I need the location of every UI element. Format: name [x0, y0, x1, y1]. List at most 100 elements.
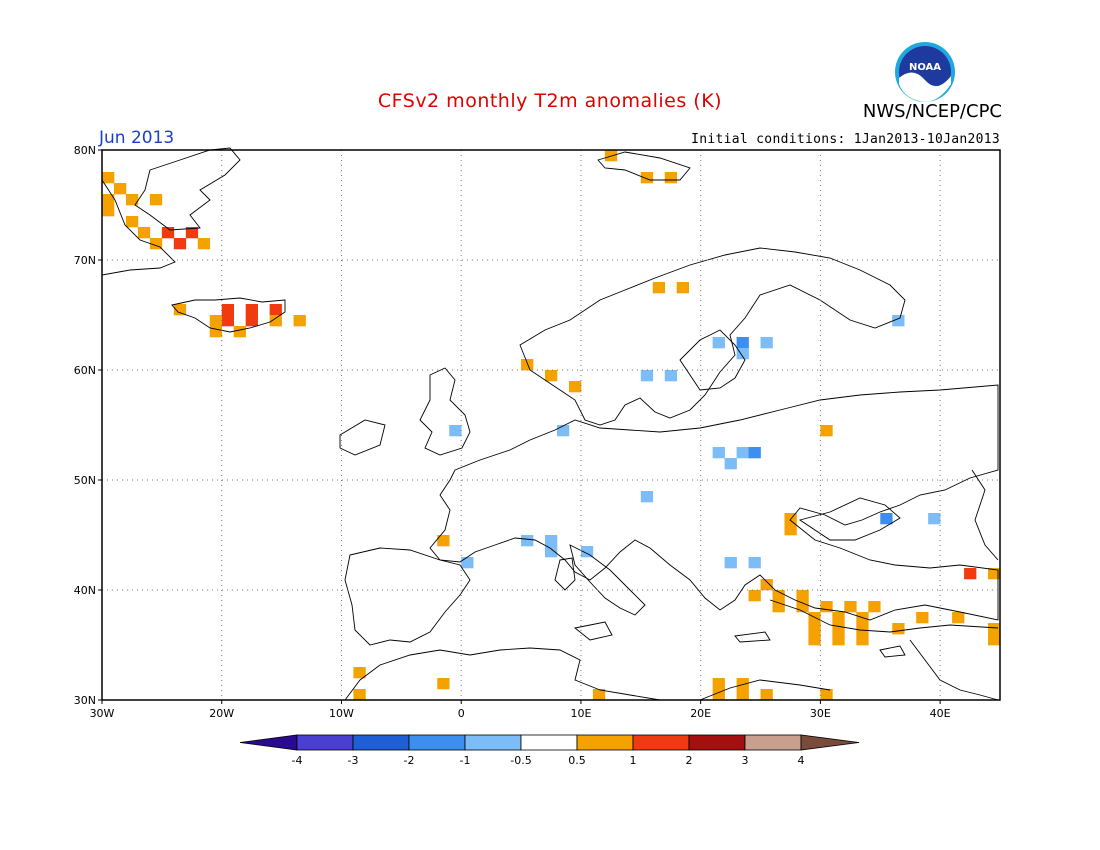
- anomaly-cell: [125, 216, 139, 228]
- color-legend: -4 -3 -2 -1 -0.5 0.5 1 2 3 4: [239, 734, 860, 767]
- anomaly-cell: [580, 546, 594, 558]
- legend-bin: [464, 734, 522, 751]
- anomaly-cell: [245, 304, 258, 316]
- noaa-logo: NOAA: [895, 42, 955, 102]
- anomaly-cell: [556, 425, 570, 437]
- anomaly-cell: [652, 282, 666, 294]
- anomaly-cell: [748, 590, 761, 602]
- lon-tick-label: 20W: [209, 707, 234, 720]
- anomaly-cell: [461, 557, 474, 569]
- legend-tick-label: 2: [686, 754, 693, 767]
- anomaly-cell: [676, 282, 689, 294]
- anomaly-cell: [796, 601, 809, 613]
- anomaly-cell: [736, 689, 749, 701]
- initial-conditions: Initial conditions: 1Jan2013-10Jan2013: [691, 132, 1000, 147]
- lon-tick-label: 30W: [90, 707, 115, 720]
- legend-bin: [352, 734, 410, 751]
- anomaly-cell: [209, 315, 223, 327]
- anomaly-cell: [221, 304, 235, 316]
- anomaly-cell: [964, 568, 977, 580]
- lat-tick-label: 50N: [74, 474, 96, 487]
- anomaly-cell: [748, 447, 761, 459]
- anomaly-cell: [269, 315, 282, 327]
- map-frame: [101, 149, 1001, 701]
- anomaly-cell: [185, 227, 199, 239]
- anomaly-cell: [988, 634, 1001, 646]
- legend-tick-label: -3: [348, 754, 359, 767]
- anomaly-cell: [760, 337, 773, 349]
- anomaly-cell: [437, 535, 450, 547]
- anomaly-cell: [149, 194, 163, 206]
- anomaly-cell: [102, 205, 115, 217]
- anomaly-cell: [712, 678, 725, 690]
- anomaly-cell: [173, 304, 187, 316]
- anomaly-cell: [760, 689, 773, 701]
- anomaly-cell: [545, 535, 558, 547]
- anomaly-cell: [712, 689, 725, 701]
- anomaly-cells: [102, 150, 1001, 701]
- lat-tick-label: 80N: [74, 144, 96, 157]
- anomaly-cell: [760, 579, 773, 591]
- anomaly-cell: [712, 337, 725, 349]
- anomaly-cell: [712, 447, 725, 459]
- anomaly-cell: [808, 634, 821, 646]
- anomaly-cell: [197, 238, 211, 250]
- lon-tick-label: 40E: [930, 707, 951, 720]
- logo-text: NOAA: [909, 62, 941, 73]
- anomaly-cell: [736, 678, 749, 690]
- legend-tick-label: 4: [798, 754, 805, 767]
- legend-tick-label: 0.5: [568, 754, 586, 767]
- anomaly-cell: [844, 601, 857, 613]
- anomaly-cell: [113, 183, 127, 195]
- coastlines: [101, 147, 999, 701]
- lon-tick-label: 10W: [329, 707, 354, 720]
- anomaly-cell: [161, 227, 175, 239]
- anomaly-cell: [748, 557, 761, 569]
- anomaly-cell: [664, 370, 678, 382]
- legend-bin: [296, 734, 354, 751]
- legend-bin: [576, 734, 634, 751]
- anomaly-cell: [137, 227, 151, 239]
- anomaly-cell: [545, 546, 558, 558]
- anomaly-cell: [916, 612, 929, 624]
- anomaly-cell: [209, 326, 223, 338]
- legend-tick-label: 3: [742, 754, 749, 767]
- legend-bin: [520, 734, 578, 751]
- anomaly-cell: [736, 348, 749, 360]
- anomaly-cell: [233, 326, 246, 338]
- lon-tick-label: 0: [458, 707, 465, 720]
- anomaly-cell: [102, 194, 115, 206]
- legend-arrow-high: [800, 734, 860, 751]
- lat-tick-label: 60N: [74, 364, 96, 377]
- anomaly-cell: [832, 612, 845, 624]
- legend-tick-label: -0.5: [510, 754, 531, 767]
- legend-bin: [744, 734, 802, 751]
- lon-tick-label: 20E: [690, 707, 711, 720]
- anomaly-cell: [640, 370, 654, 382]
- anomaly-cell: [449, 425, 462, 437]
- legend-tick-label: 1: [630, 754, 637, 767]
- anomaly-cell: [149, 238, 163, 250]
- anomaly-cell: [820, 689, 833, 701]
- map-title: CFSv2 monthly T2m anomalies (K): [377, 90, 723, 112]
- anomaly-cell: [988, 623, 1001, 635]
- anomaly-cell: [353, 667, 366, 679]
- anomaly-cell: [796, 590, 809, 602]
- anomaly-cell: [437, 678, 450, 690]
- anomaly-cell: [772, 601, 785, 613]
- anomaly-cell: [928, 513, 941, 525]
- anomaly-cell: [125, 194, 139, 206]
- anomaly-cell: [820, 425, 833, 437]
- anomaly-cell: [568, 381, 582, 393]
- anomaly-cell: [640, 491, 654, 503]
- anomaly-cell: [102, 172, 115, 184]
- anomaly-cell: [820, 601, 833, 613]
- anomaly-cell: [724, 557, 737, 569]
- legend-tick-label: -2: [404, 754, 415, 767]
- legend-bin: [632, 734, 690, 751]
- anomaly-cell: [664, 172, 678, 184]
- anomaly-cell: [521, 359, 534, 371]
- lon-tick-label: 30E: [810, 707, 831, 720]
- legend-arrow-low: [239, 734, 298, 751]
